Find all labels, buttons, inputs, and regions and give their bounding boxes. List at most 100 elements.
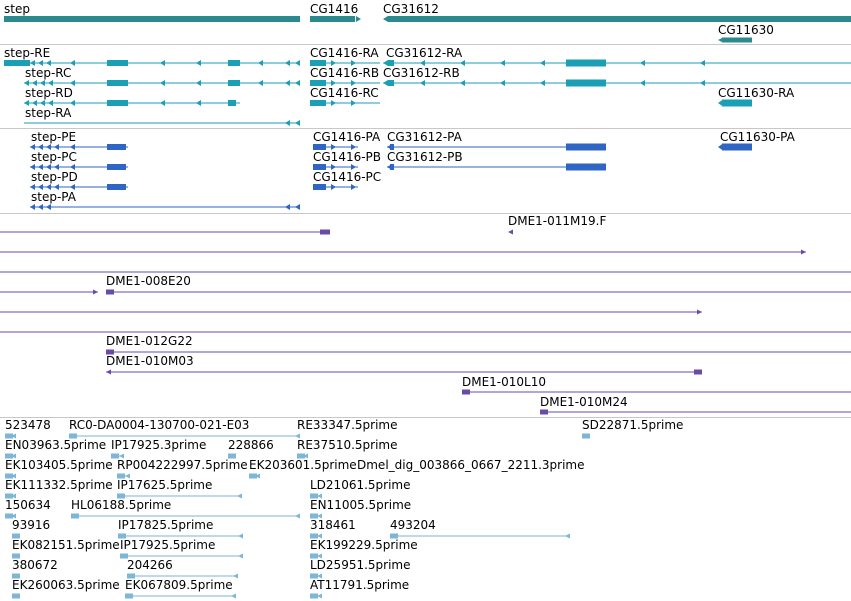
protein-label-cg1416-pc[interactable]: CG1416-PC (313, 170, 382, 184)
est-label-ek260063[interactable]: EK260063.5prime (12, 578, 120, 592)
protein-strand-arrow[interactable] (351, 144, 356, 150)
est-label-ek203601[interactable]: EK203601.5prime (249, 458, 357, 472)
est-label-93916[interactable]: 93916 (12, 518, 51, 532)
transcript-step-re-strand-arrow[interactable] (285, 60, 290, 66)
est-glyph-en03963-block[interactable] (5, 453, 13, 459)
est-glyph-ek199229-end[interactable] (317, 553, 322, 559)
protein-cg1416-exon[interactable] (313, 144, 326, 150)
protein-strand-arrow[interactable] (718, 143, 723, 151)
est-glyph-523478-block[interactable] (5, 433, 13, 439)
transcript-label-cg11630-ra[interactable]: CG11630-RA (718, 86, 795, 100)
clone-glyph-end[interactable] (93, 289, 98, 295)
est-glyph-ld25951-end[interactable] (317, 573, 322, 579)
protein-step-pc-strand-arrow[interactable] (70, 164, 75, 170)
clone-glyph-dme1-011m19f[interactable] (508, 229, 513, 235)
protein-strand-arrow[interactable] (351, 184, 356, 190)
protein-step-pc-strand-arrow[interactable] (46, 164, 51, 170)
transcript-step-re-exon[interactable] (107, 60, 128, 66)
transcript-cg31612-exon[interactable] (388, 60, 394, 66)
est-glyph-380672-block[interactable] (12, 573, 20, 579)
est-glyph-523478-end[interactable] (11, 433, 16, 439)
protein-label-step-pc[interactable]: step-PC (31, 150, 77, 164)
clone-glyph-dme1-010l10-end[interactable] (462, 389, 470, 395)
est-label-re37510[interactable]: RE37510.5prime (297, 438, 398, 452)
protein-label-cg31612-pa[interactable]: CG31612-PA (387, 130, 462, 144)
transcript-strand-arrow[interactable] (500, 60, 505, 66)
est-label-sd22871[interactable]: SD22871.5prime (582, 418, 684, 432)
est-label-318461[interactable]: 318461 (310, 518, 356, 532)
protein-step-pd-strand-arrow[interactable] (70, 184, 75, 190)
protein-step-pd-strand-arrow[interactable] (54, 184, 59, 190)
transcript-strand-arrow[interactable] (718, 99, 723, 107)
est-label-en03963[interactable]: EN03963.5prime (5, 438, 107, 452)
transcript-step-rc-strand-arrow[interactable] (160, 80, 165, 86)
est-glyph-ek111332-block[interactable] (5, 493, 13, 499)
gene-strand-arrow[interactable] (383, 16, 388, 22)
protein-cg1416-exon[interactable] (313, 164, 326, 170)
transcript-step-rc-strand-arrow[interactable] (32, 80, 37, 86)
est-glyph-en11005-end[interactable] (317, 513, 322, 519)
transcript-step-re-strand-arrow[interactable] (70, 60, 75, 66)
protein-cg11630-pa-exon[interactable] (722, 143, 752, 151)
transcript-step-re-strand-arrow[interactable] (196, 60, 201, 66)
est-glyph-rp004222997-block[interactable] (117, 473, 125, 479)
est-label-ek082151[interactable]: EK082151.5prime (12, 538, 120, 552)
gene-glyph-cg11630[interactable] (722, 37, 752, 43)
gene-label-step[interactable]: step (4, 2, 30, 16)
transcript-strand-arrow[interactable] (351, 100, 356, 106)
protein-cg1416-exon[interactable] (313, 184, 326, 190)
clone-label-dme1-008e20[interactable]: DME1-008E20 (106, 274, 191, 288)
est-label-ip17625[interactable]: IP17625.5prime (117, 478, 213, 492)
transcript-step-re-strand-arrow[interactable] (160, 60, 165, 66)
transcript-label-cg31612-ra[interactable]: CG31612-RA (386, 46, 463, 60)
est-glyph-ip17925-end[interactable] (119, 453, 124, 459)
gene-glyph-cg1416[interactable] (310, 16, 355, 22)
clone-glyph-end[interactable] (694, 369, 702, 375)
transcript-strand-arrow[interactable] (700, 80, 705, 86)
transcript-strand-arrow[interactable] (540, 80, 545, 86)
transcript-step-rd-strand-arrow[interactable] (48, 100, 53, 106)
est-glyph-sd22871-block[interactable] (582, 433, 590, 439)
est-glyph-ip17825-block[interactable] (118, 533, 126, 539)
clone-glyph-end[interactable] (801, 249, 806, 255)
est-label-380672[interactable]: 380672 (12, 558, 58, 572)
gene-glyph-step[interactable] (4, 16, 300, 22)
est-glyph-150634-end[interactable] (11, 513, 16, 519)
est-glyph-rp004222997-end[interactable] (125, 473, 130, 479)
transcript-label-step-re[interactable]: step-RE (4, 46, 51, 60)
est-glyph-en03963-end[interactable] (11, 453, 16, 459)
est-glyph-en11005-block[interactable] (310, 513, 318, 519)
est-label-204266[interactable]: 204266 (127, 558, 173, 572)
transcript-step-re-strand-arrow[interactable] (38, 60, 43, 66)
est-label-re33347[interactable]: RE33347.5prime (297, 418, 398, 432)
est-glyph-ek067809-end[interactable] (231, 593, 236, 599)
est-glyph-rc0-end[interactable] (295, 433, 300, 439)
est-glyph-ip17625-block[interactable] (117, 493, 125, 499)
protein-strand-arrow[interactable] (351, 164, 356, 170)
est-glyph-ip17925-5-end[interactable] (238, 553, 243, 559)
est-glyph-493204-end[interactable] (565, 533, 570, 539)
clone-label-dme1-010m03[interactable]: DME1-010M03 (106, 354, 194, 368)
transcript-step-re-exon[interactable] (228, 60, 240, 66)
transcript-step-re-strand-arrow[interactable] (295, 60, 300, 66)
protein-step-pe-strand-arrow[interactable] (70, 144, 75, 150)
transcript-strand-arrow[interactable] (640, 60, 645, 66)
est-glyph-ld21061-block[interactable] (310, 493, 318, 499)
est-label-493204[interactable]: 493204 (390, 518, 436, 532)
est-glyph-ld21061-end[interactable] (317, 493, 322, 499)
clone-label-dme1-010l10[interactable]: DME1-010L10 (462, 375, 546, 389)
gene-label-cg31612[interactable]: CG31612 (383, 2, 439, 16)
protein-step-pa-strand-arrow[interactable] (38, 204, 43, 210)
est-glyph-ip17825-end[interactable] (238, 533, 243, 539)
est-glyph-ek260063-block[interactable] (12, 593, 20, 599)
est-label-228866[interactable]: 228866 (228, 438, 274, 452)
transcript-strand-arrow[interactable] (383, 60, 388, 66)
transcript-step-rd-strand-arrow[interactable] (160, 100, 165, 106)
transcript-strand-arrow[interactable] (460, 80, 465, 86)
protein-label-cg1416-pb[interactable]: CG1416-PB (313, 150, 382, 164)
transcript-cg1416-exon[interactable] (310, 80, 326, 86)
protein-step-pe-strand-arrow[interactable] (46, 144, 51, 150)
est-label-523478[interactable]: 523478 (5, 418, 51, 432)
est-glyph-hl06188-block[interactable] (71, 513, 79, 519)
clone-label-dme1-012g22[interactable]: DME1-012G22 (106, 334, 193, 348)
